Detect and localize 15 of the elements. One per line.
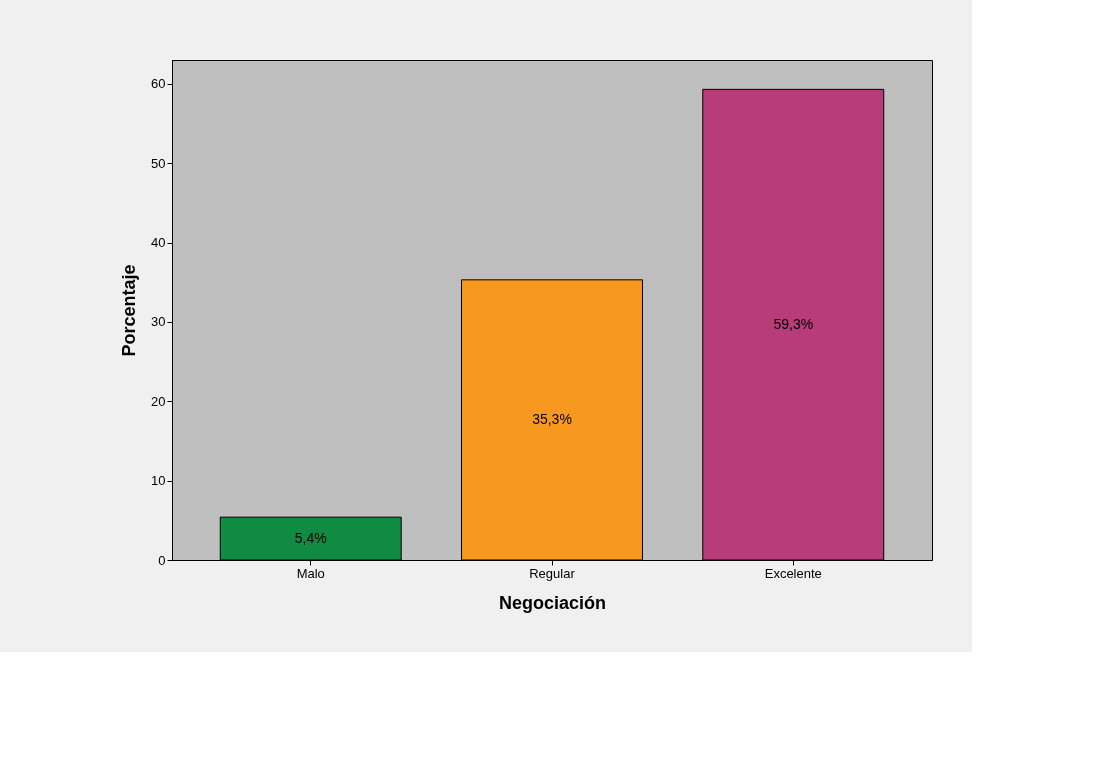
y-tick-label: 40 [151,235,166,251]
y-tick-label: 50 [151,155,166,171]
x-tick-label: Regular [529,565,576,581]
y-axis-title: Porcentaje [119,264,140,357]
data-label: 35,3% [532,410,572,427]
data-label: 5,4% [294,529,327,546]
y-tick-label: 20 [151,393,166,409]
x-tick-label: Excelente [764,565,822,581]
y-tick-label: 30 [151,314,166,330]
data-label: 59,3% [773,315,814,332]
x-tick-label: Malo [296,565,325,581]
y-tick-label: 0 [158,552,166,568]
y-tick-label: 10 [151,473,166,489]
x-axis-title: Negociación [498,592,607,613]
y-tick-label: 60 [151,76,166,92]
